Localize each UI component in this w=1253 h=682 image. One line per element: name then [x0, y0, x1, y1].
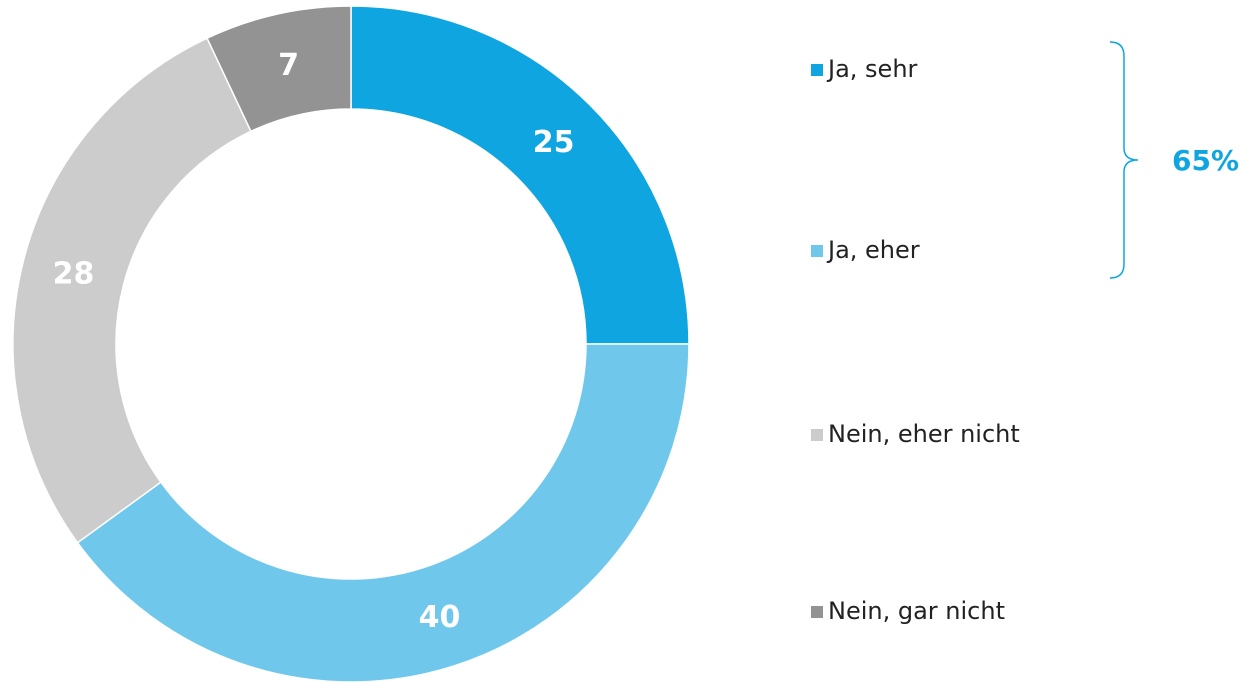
donut-slice [350, 5, 690, 345]
donut-slice [76, 343, 690, 682]
value-label: 25 [533, 125, 575, 160]
legend-swatch [811, 606, 823, 618]
value-label: 7 [278, 48, 299, 83]
legend-swatch [811, 245, 823, 257]
value-label: 40 [419, 600, 461, 635]
donut-slice [12, 37, 252, 544]
legend-label: Nein, gar nicht [828, 597, 1005, 625]
legend-label: Nein, eher nicht [828, 420, 1020, 448]
donut-slice [206, 5, 352, 133]
legend-label: Ja, sehr [826, 55, 918, 83]
legend-swatch [811, 64, 823, 76]
legend-swatch [811, 429, 823, 441]
value-label: 28 [53, 256, 95, 291]
annotation: 65% [1172, 144, 1239, 177]
bracket [1109, 41, 1139, 279]
legend-label: Ja, eher [826, 236, 920, 264]
